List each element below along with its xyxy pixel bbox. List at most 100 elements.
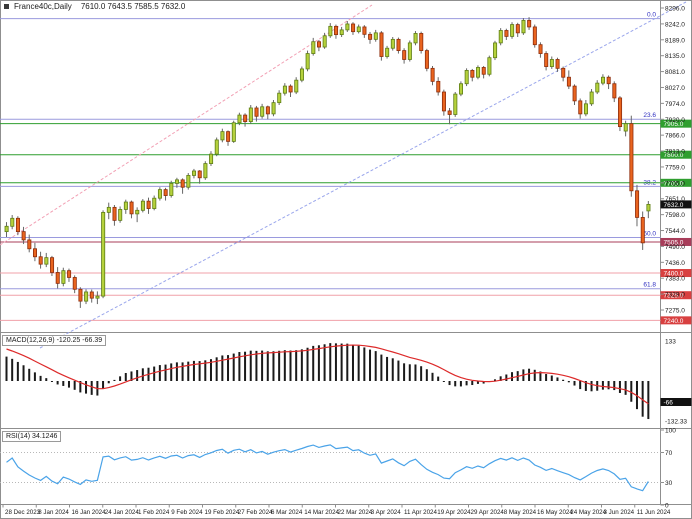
candle-body bbox=[61, 270, 66, 284]
candle-body bbox=[209, 153, 214, 164]
macd-histogram-bar bbox=[414, 364, 417, 381]
macd-histogram-bar bbox=[136, 370, 139, 381]
macd-histogram-bar bbox=[573, 381, 576, 386]
price-tick-label: 7275.0 bbox=[665, 308, 685, 315]
macd-histogram-bar bbox=[221, 355, 224, 381]
candle-body bbox=[453, 93, 458, 115]
hline-price-badge-text: 7905.0 bbox=[664, 121, 684, 128]
candle-body bbox=[623, 123, 628, 132]
candle-body bbox=[601, 76, 606, 84]
ohlc-values: 7610.0 7643.5 7585.5 7632.0 bbox=[80, 2, 186, 11]
hline-price-badge-text: 7400.0 bbox=[664, 271, 684, 278]
macd-histogram-bar bbox=[238, 352, 241, 381]
macd-histogram-bar bbox=[550, 375, 553, 381]
date-label: 11 Jun 2024 bbox=[637, 509, 671, 516]
macd-histogram-bar bbox=[437, 376, 440, 381]
macd-histogram-bar bbox=[630, 381, 633, 402]
candle-body bbox=[351, 23, 356, 33]
candle-body bbox=[606, 76, 611, 85]
hline-price-badge-text: 7705.0 bbox=[664, 180, 684, 187]
price-tick-label: 8027.0 bbox=[665, 85, 685, 92]
rsi-scale-label: 0 bbox=[665, 503, 669, 510]
date-label: 6 Mar 2024 bbox=[271, 509, 303, 516]
candle-body bbox=[4, 225, 9, 233]
candle-body bbox=[152, 197, 157, 209]
macd-histogram-bar bbox=[391, 358, 394, 381]
macd-histogram-bar bbox=[448, 381, 451, 386]
macd-histogram-bar bbox=[397, 360, 400, 381]
candle-body bbox=[646, 204, 651, 212]
candle-body bbox=[544, 53, 549, 67]
macd-histogram-bar bbox=[465, 381, 468, 386]
candle-body bbox=[271, 102, 276, 115]
price-tick-label: 7866.0 bbox=[665, 133, 685, 140]
candle-body bbox=[78, 288, 83, 302]
macd-histogram-bar bbox=[476, 381, 479, 384]
candle-body bbox=[299, 68, 304, 81]
candle-body bbox=[629, 123, 634, 192]
candle-body bbox=[44, 257, 49, 265]
candle-body bbox=[118, 209, 123, 221]
candle-body bbox=[180, 179, 185, 188]
candle-body bbox=[231, 122, 236, 142]
hline-price-badge bbox=[660, 237, 692, 246]
hline-price-badge bbox=[660, 178, 692, 187]
chart-symbol-icon bbox=[4, 4, 9, 9]
macd-histogram-bar bbox=[647, 381, 650, 420]
macd-histogram-bar bbox=[408, 364, 411, 381]
candle-body bbox=[487, 57, 492, 75]
candle-body bbox=[237, 114, 242, 124]
hline-price-badge-text: 7505.0 bbox=[664, 239, 684, 246]
macd-histogram-bar bbox=[357, 345, 360, 381]
macd-histogram-bar bbox=[380, 354, 383, 381]
candle-body bbox=[345, 23, 350, 31]
date-label: 19 Apr 2024 bbox=[437, 509, 471, 516]
candle-body bbox=[260, 106, 265, 117]
candle-body bbox=[379, 32, 384, 57]
macd-histogram-bar bbox=[33, 372, 36, 381]
candle-body bbox=[572, 85, 577, 102]
macd-histogram-bar bbox=[641, 381, 644, 417]
macd-scale-label: 133 bbox=[665, 339, 676, 346]
rsi-scale-label: 100 bbox=[665, 428, 676, 435]
candle-body bbox=[561, 67, 566, 78]
macd-histogram-bar bbox=[369, 349, 372, 381]
macd-histogram-bar bbox=[493, 379, 496, 381]
candle-body bbox=[163, 189, 168, 196]
macd-histogram-bar bbox=[272, 351, 275, 381]
macd-histogram-bar bbox=[618, 381, 621, 393]
macd-histogram-bar bbox=[181, 362, 184, 381]
date-label: 9 Feb 2024 bbox=[171, 509, 203, 516]
macd-histogram-bar bbox=[141, 368, 144, 381]
macd-histogram-bar bbox=[511, 372, 514, 381]
price-tick-label: 8189.0 bbox=[665, 37, 685, 44]
macd-signal-line bbox=[6, 344, 649, 405]
macd-histogram-bar bbox=[215, 357, 218, 381]
macd-histogram-bar bbox=[386, 356, 389, 381]
candle-body bbox=[538, 44, 543, 54]
macd-histogram-bar bbox=[67, 381, 70, 388]
date-label: 11 Apr 2024 bbox=[404, 509, 437, 516]
candle-body bbox=[157, 189, 162, 199]
macd-histogram-bar bbox=[482, 381, 485, 384]
candle-body bbox=[203, 163, 208, 179]
macd-histogram-bar bbox=[113, 379, 116, 381]
rsi-indicator-label: RSI(14) 34.1246 bbox=[2, 431, 62, 442]
macd-histogram-bar bbox=[329, 343, 332, 381]
candle-body bbox=[356, 26, 361, 33]
macd-histogram-bar bbox=[334, 343, 337, 381]
candle-body bbox=[481, 67, 486, 75]
candle-body bbox=[498, 30, 503, 44]
candle-body bbox=[140, 200, 145, 211]
macd-histogram-bar bbox=[545, 374, 548, 381]
macd-histogram-bar bbox=[374, 351, 377, 381]
candle-body bbox=[101, 211, 106, 297]
date-label: 8 May 2024 bbox=[504, 509, 537, 516]
price-tick-label: 8135.0 bbox=[665, 53, 685, 60]
macd-histogram-bar bbox=[124, 372, 127, 381]
candle-body bbox=[430, 67, 435, 82]
price-tick-label: 7813.0 bbox=[665, 149, 685, 156]
price-tick-label: 7705.0 bbox=[665, 180, 685, 187]
macd-histogram-bar bbox=[601, 381, 604, 390]
